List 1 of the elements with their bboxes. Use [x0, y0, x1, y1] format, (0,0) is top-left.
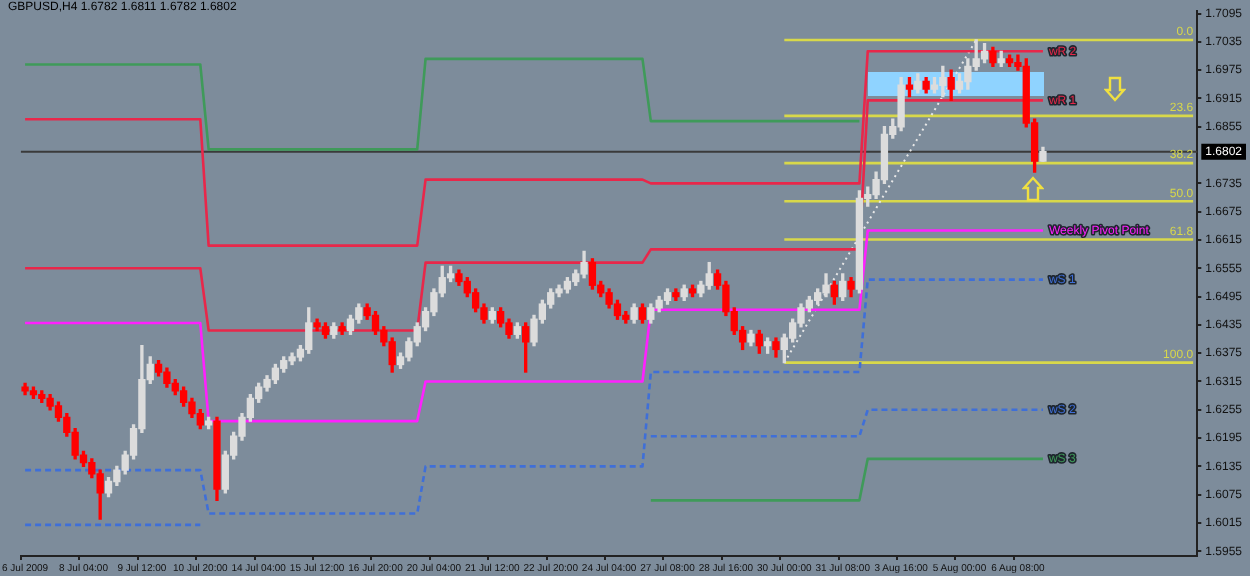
line-series — [23, 278, 1045, 515]
